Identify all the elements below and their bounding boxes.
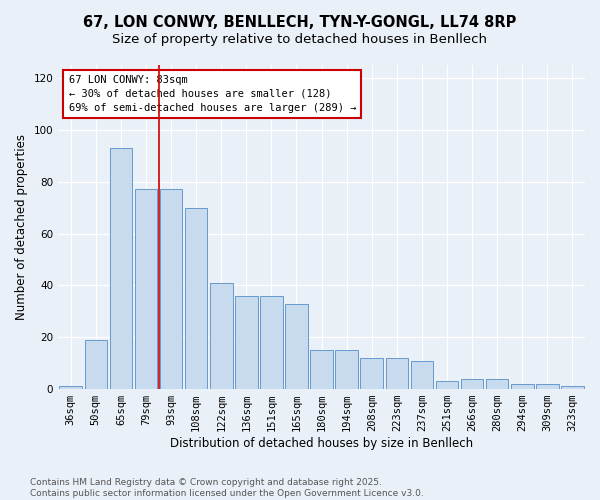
Bar [260,296,283,389]
Bar [110,148,132,389]
Bar [536,384,559,389]
Bar [285,304,308,389]
Bar [486,378,508,389]
Bar [235,296,257,389]
Bar [511,384,533,389]
Text: Contains HM Land Registry data © Crown copyright and database right 2025.
Contai: Contains HM Land Registry data © Crown c… [30,478,424,498]
Bar [160,190,182,389]
X-axis label: Distribution of detached houses by size in Benllech: Distribution of detached houses by size … [170,437,473,450]
Bar [85,340,107,389]
Bar [310,350,333,389]
Bar [436,382,458,389]
Bar [59,386,82,389]
Text: 67 LON CONWY: 83sqm
← 30% of detached houses are smaller (128)
69% of semi-detac: 67 LON CONWY: 83sqm ← 30% of detached ho… [69,74,356,112]
Bar [335,350,358,389]
Bar [185,208,208,389]
Bar [210,283,233,389]
Bar [386,358,408,389]
Bar [461,378,484,389]
Text: 67, LON CONWY, BENLLECH, TYN-Y-GONGL, LL74 8RP: 67, LON CONWY, BENLLECH, TYN-Y-GONGL, LL… [83,15,517,30]
Bar [410,360,433,389]
Bar [361,358,383,389]
Bar [134,190,157,389]
Bar [561,386,584,389]
Y-axis label: Number of detached properties: Number of detached properties [15,134,28,320]
Text: Size of property relative to detached houses in Benllech: Size of property relative to detached ho… [113,32,487,46]
